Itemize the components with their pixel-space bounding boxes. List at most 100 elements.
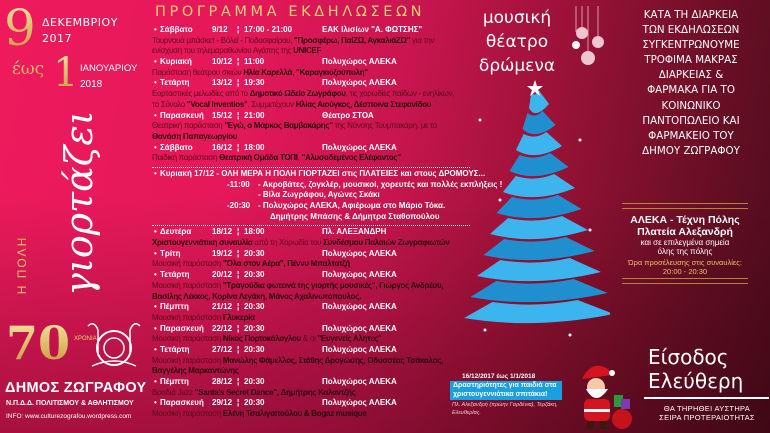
event-venue: Πολυχώρος ΑΛΕΚΑ: [322, 142, 397, 152]
event-venue: Πλ. ΑΛΕΞΑΝΔΡΗ: [322, 227, 387, 237]
event-date: 16/12: [212, 142, 233, 152]
separator-icon: ¦: [237, 302, 240, 312]
event-date: 20/12: [212, 270, 233, 280]
event-day: Παρασκευή: [160, 323, 204, 333]
kids-line2: χριστουγεννιάτικα σπιτάκια!: [453, 390, 548, 398]
tree-ribbon: [464, 300, 610, 324]
event-time: 20:30: [244, 248, 265, 258]
donation-line: ΚΟΙΝΩΝΙΚΟ: [661, 99, 721, 112]
sparkle-icon: [588, 228, 592, 232]
event-header: • Τετάρτη 20/12 ¦ 20:30 Πολυχώρος ΑΛΕΚΑ: [152, 270, 470, 281]
special-event-line: -20:30- Πολυχώρος ΑΛΕΚΑ, Αφιέρωμα στο Μά…: [227, 201, 446, 210]
event-date: 10/12: [212, 57, 233, 67]
event-description: το Σύνολο "Vocal Inventios". Συμμετέχουν…: [152, 99, 432, 109]
event-header: • Τετάρτη 27/12 ¦ 20:30 Πολυχώρος ΑΛΕΚΑ: [152, 345, 470, 356]
event-time: 11:00: [244, 57, 265, 67]
info-link[interactable]: INFO: www.culturezografou.wordpress.com: [6, 413, 132, 420]
dotted-divider: [152, 225, 470, 227]
sparkle-icon: [483, 328, 487, 332]
event-header: • Δευτέρα 18/12 ¦ 18:00 Πλ. ΑΛΕΞΑΝΔΡΗ: [152, 227, 470, 238]
event-time: 20:30: [244, 398, 265, 408]
event-time: 20:30: [244, 377, 265, 386]
title-main: γιορτάζει: [57, 110, 101, 296]
venue-line1: ΑΛΕΚΑ - Τέχνη Πόλης: [630, 214, 740, 226]
donation-line: ΣΥΓΚΕΝΤΡΩΝΟΥΜΕ: [642, 39, 740, 52]
event-time: 20:30: [244, 323, 265, 333]
separator-icon: ¦: [237, 110, 240, 120]
event-venue: Πολυχώρος ΑΛΕΚΑ: [322, 377, 397, 386]
event-time: 18:00: [244, 227, 265, 237]
event-venue: Πολυχώρος ΑΛΕΚΑ: [322, 270, 397, 280]
event-time: 19:30: [244, 78, 265, 88]
concert-time-label: Ώρα προσέλευσης στις συναυλίες:: [628, 258, 742, 267]
org-name: Ν.Π.Δ.Δ. ΠΟΛΙΤΙΣΜΟΥ & ΑΘΛΗΤΙΣΜΟΥ: [6, 400, 134, 407]
start-month: ΔΕΚΕΜΒΡΙΟΥ: [42, 16, 118, 29]
event-time: 17:00 - 21:00: [244, 25, 293, 34]
event-time: 21:00: [244, 110, 265, 120]
donation-line: ΚΑΤΑ ΤΗ ΔΙΑΡΚΕΙΑ: [643, 9, 739, 21]
event-time: 20:30: [244, 302, 265, 312]
kids-dates: 16/12/2017 έως 1/1/2018: [462, 373, 536, 380]
separator-icon: ¦: [237, 57, 240, 67]
donation-line: ΠΑΝΤΟΠΩΛΕΙΟ ΚΑΙ: [642, 114, 740, 127]
event-description: ενίσχυση του τηλεμαραθωνίου Αγάπης της U…: [152, 46, 322, 56]
event-header: • Παρασκευή 29/12 ¦ 20:30 Πολυχώρος ΑΛΕΚΑ: [152, 398, 470, 409]
bullet-icon: •: [154, 270, 157, 280]
donation-line: ΤΡΟΦΙΜΑ ΜΑΚΡΑΣ: [644, 54, 738, 67]
bullet-icon: •: [154, 142, 157, 152]
bullet-icon: •: [154, 248, 157, 258]
santa-illustration: [582, 365, 632, 429]
event-day: Τρίτη: [160, 248, 181, 258]
start-day: 9: [4, 0, 36, 57]
free-entry-line1: Είσοδος: [648, 345, 729, 369]
venue-box: ΑΛΕΚΑ - Τέχνη Πόλης Πλατεία Αλεξανδρή κα…: [600, 203, 770, 293]
event-description: Χριστουγεννιάτικη συναυλία από τη Χορωδί…: [152, 238, 450, 248]
event-time: 20:30: [244, 344, 265, 354]
event-description: Μουσική παράσταση "Τραγούδια φωτεινά της…: [152, 280, 444, 290]
event-venue: Πολυχώρος ΑΛΕΚΑ: [322, 344, 397, 354]
priority-note: ΘΑ ΤΗΡΗΘΕΙ ΑΥΣΤΗΡΑ ΣΕΙΡΑ ΠΡΟΤΕΡΑΙΟΤΗΤΑΣ: [659, 404, 755, 422]
event-header: • Πέμπτη 28/12 ¦ 20:30 Πολυχώρος ΑΛΕΚΑ: [152, 377, 470, 388]
kids-places: Πλ. Αλεξανδρή (πρώην Γαρδένια), Τερζάκη,…: [452, 402, 558, 416]
separator-icon: ¦: [237, 142, 240, 152]
schedule-heading: ΠΡΟΓΡΑΜΜΑ ΕΚΔΗΛΩΣΕΩΝ: [155, 4, 426, 20]
event-venue: Πολυχώρος ΑΛΕΚΑ: [322, 302, 397, 312]
until-label: έως: [12, 59, 45, 79]
event-header: • Κυριακή 10/12 ¦ 11:00 Πολυχώρος ΑΛΕΚΑ: [152, 57, 470, 68]
sparkle-icon: [498, 198, 502, 202]
event-venue: Πολυχώρος ΑΛΕΚΑ: [322, 323, 397, 333]
event-venue: Πολυχώρος ΑΛΕΚΑ: [322, 398, 397, 408]
event-day: Παρασκευή: [160, 398, 204, 408]
event-description: Τουρνουά μπάσκετ - Βόλεϊ - Ποδοσφαίρου, …: [152, 35, 435, 45]
end-year: 2018: [80, 79, 103, 90]
event-day: Παρασκευή: [160, 110, 204, 120]
event-description: Βαγγέλης Μαρκαντώνης: [152, 366, 239, 376]
venue-line3: και σε επιλεγμένα σημεία: [640, 238, 730, 247]
event-schedule: ΠΡΟΓΡΑΜΜΑ ΕΚΔΗΛΩΣΕΩΝ • Σάββατο 9/12 ¦ 17:00 …: [152, 4, 502, 420]
event-description: Παράσταση θεάτρου σκιών Ηλία Καρελλά, "Κ…: [152, 67, 368, 77]
christmas-tree-illustration: [464, 80, 610, 337]
event-venue: Πολυχώρος ΑΛΕΚΑ: [322, 57, 397, 67]
event-day: Πέμπτη: [160, 302, 189, 312]
separator-icon: ¦: [237, 270, 240, 280]
special-event-line: - Βίλα Ζωγράφου, Αγώνες Σκάκι: [258, 190, 380, 200]
event-header: • Σάββατο 9/12 ¦ 17:00 - 21:00 ΕΑΚ Ιλισίων "Α…: [152, 25, 470, 36]
event-day: Κυριακή: [160, 57, 192, 67]
tree-ribbon: [477, 258, 601, 282]
separator-icon: ¦: [237, 398, 240, 408]
kids-line1: Δραστηριότητες για παιδιά στα: [453, 382, 557, 389]
star-icon: [527, 80, 543, 96]
bullet-icon: •: [154, 344, 157, 354]
bullet-icon: •: [154, 377, 157, 386]
event-description: Εορταστικές μελωδίες από το Δημοτικό Ωδε…: [152, 89, 455, 99]
ornament-divider: [622, 203, 748, 209]
tree-ribbon: [503, 174, 575, 198]
tree-ribbon: [490, 216, 588, 240]
donation-line: ΤΩΝ ΕΚΔΗΛΩΣΕΩΝ: [642, 24, 740, 37]
donation-notice: ΚΑΤΑ ΤΗ ΔΙΑΡΚΕΙΑ ΤΩΝ ΕΚΔΗΛΩΣΕΩΝ ΣΥΓΚΕΝΤΡΩΝ…: [612, 8, 770, 159]
event-venue: Πολυχώρος ΑΛΕΚΑ: [322, 248, 397, 258]
donation-line: ΔΗΜΟΥ ΖΩΓΡΑΦΟΥ: [642, 144, 740, 157]
event-day: Σάββατο: [160, 142, 193, 152]
bullet-icon: •: [154, 323, 157, 333]
years-label: ΧΡΟΝΙΑ: [74, 336, 97, 342]
